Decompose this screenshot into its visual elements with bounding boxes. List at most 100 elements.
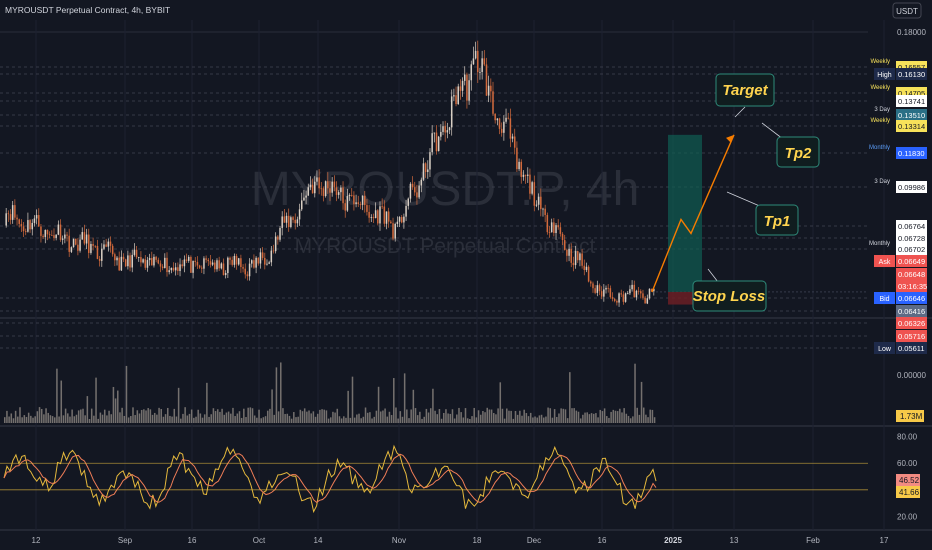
price-label-box [896,305,927,317]
volume-bar [636,407,638,423]
volume-bar [308,410,310,423]
candle-body [248,263,251,277]
volume-bar [408,418,410,423]
volume-bar [469,418,471,423]
target-callout: Target [715,73,775,118]
volume-bar [253,415,256,423]
volume-bar [588,414,591,423]
candle-body [218,260,220,269]
volume-bar [145,410,147,423]
volume-bar [240,417,243,423]
candle-body [118,257,120,271]
currency-button[interactable]: USDT [892,2,922,19]
volume-bar [234,416,236,423]
candle-body [420,179,423,186]
price-label: 0.06649 [898,257,925,266]
candle-body [153,256,155,266]
volume-bar [582,414,584,423]
volume-bar [360,418,362,423]
price-label: 0.13510 [898,111,925,120]
candle-body [568,248,570,256]
candle-body [370,217,373,218]
candle-body [127,255,129,267]
candle-body [333,181,336,188]
candle-body [605,287,607,290]
candle-body [68,235,70,252]
currency-label[interactable]: USDT [896,7,918,16]
candle-body [233,255,236,265]
candle-body [31,222,34,230]
volume-bar [251,408,254,423]
volume-bar [86,396,89,423]
volume-bar [180,418,182,423]
volume-bar [40,408,43,423]
volume-bar [216,409,219,423]
candle-body [479,72,481,73]
volume-bar [169,415,171,423]
candle-body [453,95,455,97]
candle-body [224,273,227,276]
volume-bar [603,408,606,423]
candle-body [116,257,118,261]
candle-body [72,238,75,248]
volume-bar [73,416,76,423]
candle-body [322,188,325,197]
volume-bar [101,414,104,423]
candle-body [355,202,357,205]
volume-bar [156,414,158,423]
candle-body [144,259,147,268]
volume-bar [130,416,132,423]
candle-body [490,85,492,92]
candle-body [633,284,636,298]
candle-body [107,241,110,247]
time-tick-label: 13 [730,536,739,545]
candle-body [535,204,538,206]
candle-body [361,195,364,205]
volume-bar [47,412,49,423]
price-label-box [896,147,927,159]
price-label: 0.06416 [898,307,925,316]
candle-body [272,250,275,252]
volume-bar [482,411,484,423]
candle-body [383,206,386,224]
price-label-box [896,109,927,121]
candle-body [285,215,288,223]
volume-bar [208,416,210,423]
candle-body [435,132,438,152]
grid [0,20,932,531]
price-label: 0.13314 [898,122,925,131]
level-tag: Monthly [869,145,890,151]
volume-bar [525,413,528,423]
candle-body [387,211,390,222]
candle-body [109,241,112,246]
candle-body [190,256,192,273]
volume-bar [449,413,452,423]
volume-bar [158,407,160,423]
volume-bar [610,411,612,423]
level-tag: 3 Day [874,179,890,185]
volume-bar [423,416,425,423]
volume-bar [356,414,358,423]
candle-body [40,226,42,236]
volume-bar [327,418,330,423]
volume-bar [542,417,545,423]
price-label-box [896,181,927,193]
candle-body [205,258,207,260]
volume-bar [175,416,178,423]
candle-body [244,268,247,275]
currency-button-frame[interactable] [892,2,922,19]
candle-body [374,210,377,219]
candle-body [348,195,351,197]
candle-body [481,58,483,73]
candle-body [64,234,66,239]
candle-body [53,235,55,238]
volume-bar [443,412,445,423]
candle-body [133,249,136,255]
candle-body [585,266,588,271]
volume-bar [540,414,543,423]
level-tag: Bid [879,296,889,303]
volume-bar [147,408,149,423]
candle-body [7,213,10,215]
candle-body [350,195,353,196]
price-label: 0.06326 [898,319,925,328]
